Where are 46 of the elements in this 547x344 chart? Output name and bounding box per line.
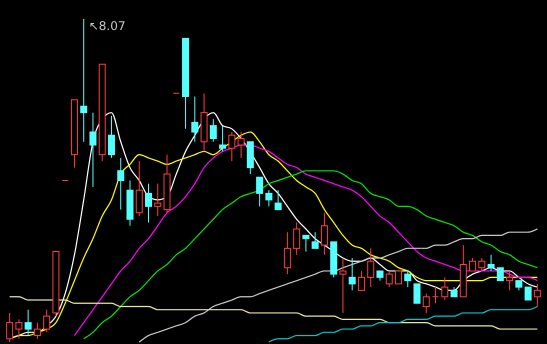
candlestick (394, 270, 402, 284)
candlestick (210, 118, 217, 142)
candlestick (265, 190, 272, 207)
candlestick (358, 270, 365, 291)
candlestick (376, 270, 384, 282)
candlestick (450, 286, 458, 298)
candlestick (238, 132, 245, 158)
candlestick (293, 222, 300, 256)
candlestick (312, 232, 319, 249)
candlestick (136, 160, 143, 217)
candlestick (154, 183, 162, 217)
candlestick (256, 176, 264, 207)
candlestick (422, 293, 430, 314)
candlestick (274, 190, 282, 210)
candlestick (506, 270, 514, 291)
candlestick (432, 286, 440, 304)
candlestick (24, 309, 32, 336)
candlestick (320, 212, 328, 256)
candlestick (488, 254, 495, 272)
candlestick (302, 234, 310, 252)
candlestick (496, 267, 504, 282)
candlestick (515, 280, 522, 291)
candlestick (284, 232, 291, 275)
candlestick (348, 258, 356, 291)
candlestick (441, 276, 448, 301)
candlestick (228, 132, 236, 162)
candlestick (117, 157, 124, 210)
candlestick (367, 248, 374, 288)
candlestick (404, 270, 412, 288)
candlestick (339, 258, 346, 314)
candlestick (534, 283, 541, 307)
candlestick (469, 258, 476, 272)
candlestick (524, 286, 532, 301)
candlestick (15, 318, 22, 340)
candlestick (80, 18, 88, 142)
candlestick (191, 96, 198, 142)
candlestick (34, 322, 41, 340)
candlestick (43, 309, 50, 333)
candlestick (219, 125, 226, 152)
candlestick (145, 183, 152, 223)
candlestick (478, 258, 486, 272)
candlestick (108, 115, 115, 158)
candlestick (414, 283, 421, 304)
candlestick (386, 270, 393, 288)
annotation: ↖8.07 (88, 19, 126, 33)
candlestick (89, 112, 96, 188)
